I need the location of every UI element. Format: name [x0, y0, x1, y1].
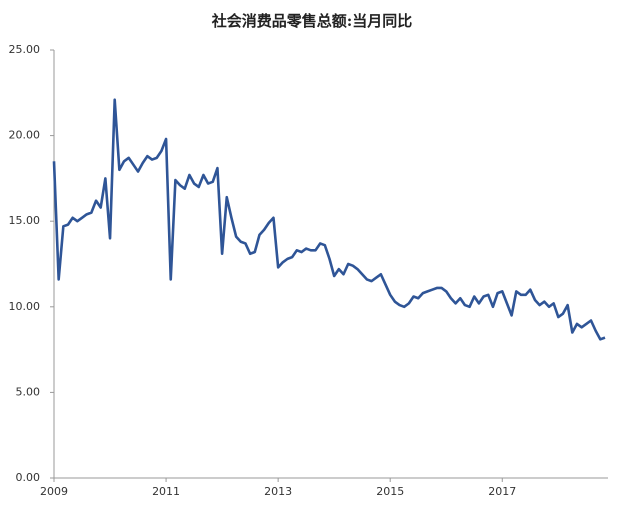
- y-tick-label: 10.00: [9, 300, 41, 313]
- x-tick-label: 2009: [40, 485, 68, 498]
- y-tick-label: 20.00: [9, 129, 41, 142]
- y-tick-label: 15.00: [9, 214, 41, 227]
- x-tick-label: 2017: [488, 485, 516, 498]
- x-tick-label: 2011: [152, 485, 180, 498]
- line-series: [52, 98, 606, 341]
- x-tick-label: 2015: [376, 485, 404, 498]
- y-tick-label: 25.00: [9, 43, 41, 56]
- x-tick-label: 2013: [264, 485, 292, 498]
- y-tick-label: 5.00: [16, 385, 41, 398]
- chart-title: 社会消费品零售总额:当月同比: [211, 12, 413, 30]
- y-tick-label: 0.00: [16, 471, 41, 484]
